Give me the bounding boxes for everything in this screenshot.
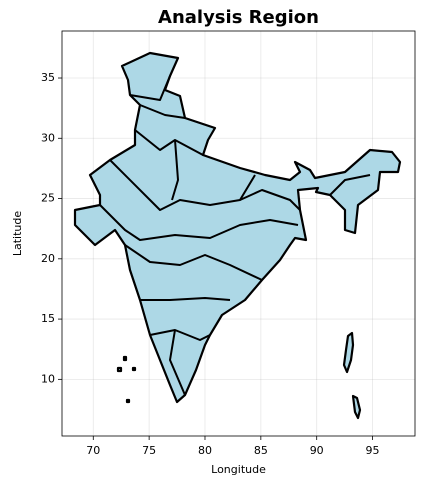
state-border — [329, 174, 371, 196]
axes-frame — [61, 30, 416, 437]
y-tick-label: 15 — [41, 312, 55, 325]
nicobar-islands — [351, 394, 362, 420]
state-borders — [99, 75, 371, 396]
state-border — [134, 129, 204, 156]
chart-title: Analysis Region — [158, 7, 319, 28]
y-tick-label: 10 — [41, 372, 55, 385]
map — [73, 51, 402, 420]
state-border — [124, 244, 263, 281]
x-tick-label: 95 — [366, 444, 380, 457]
andaman-islands — [342, 331, 355, 374]
ticks: 70 75 80 85 90 95 10 15 20 25 30 35 — [41, 71, 380, 457]
x-tick-label: 70 — [86, 444, 100, 457]
y-tick-label: 20 — [41, 252, 55, 265]
y-tick-label: 25 — [41, 192, 55, 205]
state-border — [171, 139, 179, 201]
state-border — [239, 189, 301, 211]
x-tick-label: 90 — [310, 444, 324, 457]
y-axis-label: Latitude — [11, 211, 24, 257]
state-border — [99, 204, 299, 241]
x-tick-label: 80 — [198, 444, 212, 457]
x-axis-label: Longitude — [211, 463, 266, 476]
state-border — [129, 75, 171, 101]
state-border — [139, 104, 186, 119]
x-tick-label: 85 — [254, 444, 268, 457]
y-tick-label: 35 — [41, 71, 55, 84]
state-border — [140, 297, 231, 301]
x-tick-label: 75 — [142, 444, 156, 457]
state-border — [149, 329, 211, 341]
y-tick-label: 30 — [41, 131, 55, 144]
state-border — [169, 329, 186, 396]
lakshadweep — [116, 355, 137, 404]
